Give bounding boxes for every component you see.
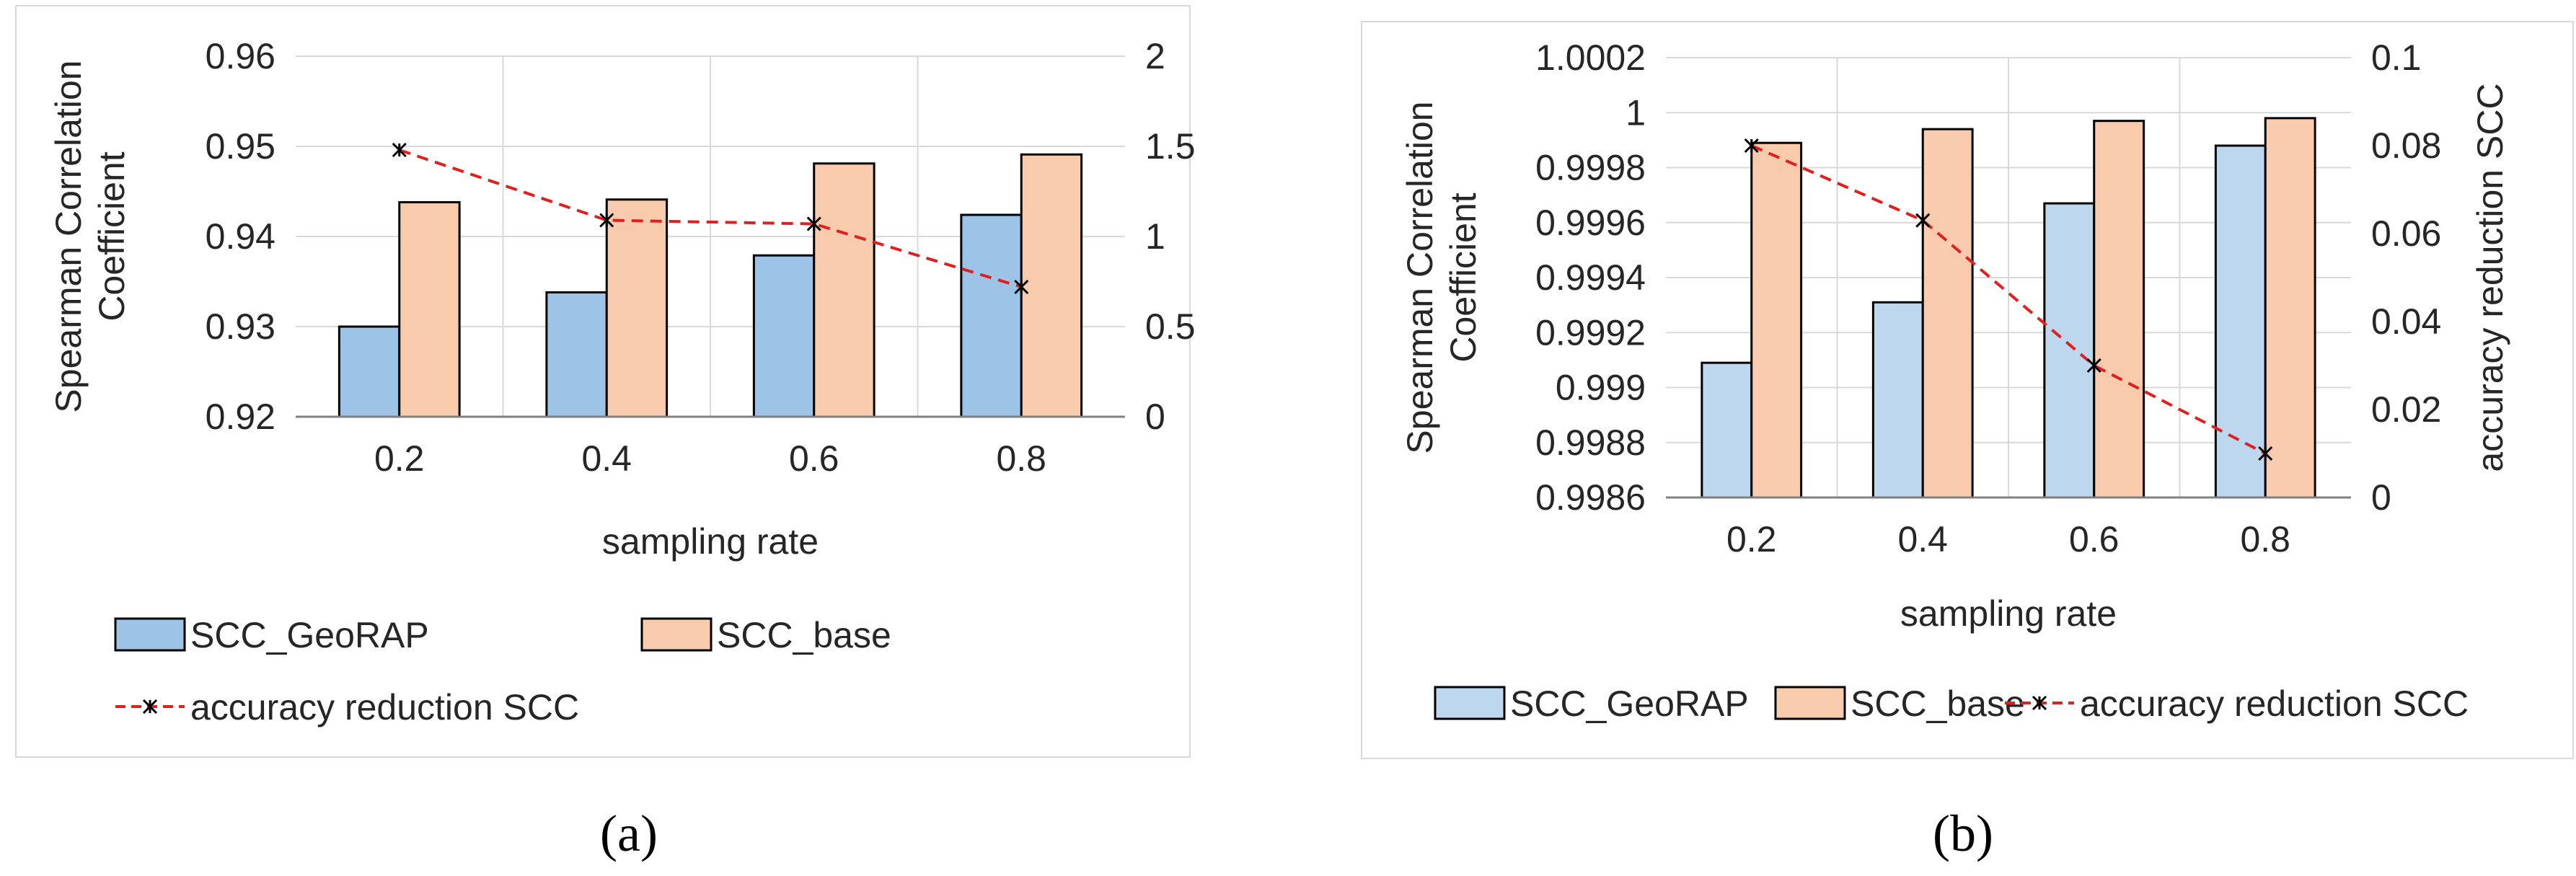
chart-b-y-tick-label: 0.9986 — [1535, 477, 1646, 518]
chart-a: 0.92 0.93 0.94 0.95 0.96 0 0.5 1 1.5 2 0.2 0.4 0.6 0.… — [48, 36, 1196, 727]
chart-a-bar-georap — [545, 291, 608, 418]
chart-a-line-point — [1014, 279, 1029, 295]
chart-b-y-tick-label: 0.9996 — [1535, 203, 1646, 243]
chart-b-bar-georap — [1701, 361, 1753, 499]
chart-a-bar-base — [605, 198, 669, 418]
chart-b-y2-tick-label: 0.06 — [2371, 213, 2441, 254]
chart-b-x-tick-label: 0.4 — [1897, 519, 1948, 559]
svg-text:SCC_base: SCC_base — [1851, 683, 2025, 724]
chart-a-legend-accuracy-reduction: accuracy reduction SCC — [115, 687, 579, 727]
chart-a-y-tick-label: 0.94 — [206, 216, 275, 257]
chart-b-bar-georap — [2043, 202, 2096, 499]
chart-b-y-tick-label: 0.999 — [1556, 368, 1646, 408]
svg-text:accuracy reduction SCC: accuracy reduction SCC — [190, 687, 579, 727]
chart-b-y2-tick-label: 0.08 — [2371, 125, 2441, 166]
chart-b-y-tick-label: 1 — [1626, 92, 1646, 133]
chart-a-y2-tick-label: 0 — [1145, 397, 1165, 437]
chart-b-y-axis-title: Coefficient — [1443, 193, 1483, 362]
chart-b-x-tick-label: 0.2 — [1726, 519, 1777, 559]
chart-b-bar-base — [1750, 141, 1803, 499]
svg-text:accuracy reduction SCC: accuracy reduction SCC — [2080, 683, 2469, 724]
chart-a-y2-tick-label: 2 — [1145, 36, 1165, 76]
chart-a-caption: (a) — [600, 805, 658, 862]
chart-b-line-point — [2258, 446, 2273, 461]
chart-a-x-axis-title: sampling rate — [602, 521, 819, 562]
chart-a-y-tick-label: 0.96 — [206, 36, 275, 76]
chart-b-y-tick-label: 0.9992 — [1535, 312, 1646, 353]
svg-text:SCC_base: SCC_base — [717, 615, 891, 655]
chart-a-x-tick-label: 0.4 — [581, 438, 632, 479]
chart-b-x-axis-title: sampling rate — [1900, 593, 2117, 634]
chart-a-y-axis-title: Spearman Correlation — [48, 60, 89, 412]
chart-a-y-tick-label: 0.93 — [206, 306, 275, 347]
chart-a-y2-tick-label: 0.5 — [1145, 306, 1196, 347]
chart-b-bar-georap — [2214, 144, 2267, 499]
chart-a-bar-base — [398, 201, 461, 418]
chart-a-x-tick-label: 0.6 — [789, 438, 839, 479]
chart-b-x-tick-label: 0.8 — [2240, 519, 2290, 559]
chart-a-bar-base — [1020, 153, 1083, 418]
chart-a-bar-georap — [960, 213, 1023, 418]
chart-b: 0.9986 0.9988 0.999 0.9992 0.9994 0.9996 0.999… — [1400, 37, 2510, 724]
chart-b-y-axis-title: Spearman Correlation — [1400, 101, 1440, 454]
chart-a-bar-georap — [338, 325, 401, 418]
chart-a-y2-tick-label: 1 — [1145, 216, 1165, 257]
chart-a-y-tick-label: 0.92 — [206, 397, 275, 437]
chart-b-x-tick-label: 0.6 — [2069, 519, 2120, 559]
chart-b-line-point — [1915, 213, 1931, 228]
chart-a-bar-base — [813, 162, 875, 418]
chart-b-line-point — [2086, 358, 2101, 373]
svg-text:SCC_GeoRAP: SCC_GeoRAP — [1510, 683, 1749, 724]
chart-b-legend-georap: SCC_GeoRAP — [1434, 683, 1749, 724]
chart-a-line-point — [599, 213, 614, 228]
chart-b-bar-base — [2264, 117, 2316, 499]
chart-b-bar-base — [2093, 120, 2145, 499]
chart-a-y2-tick-label: 1.5 — [1145, 126, 1196, 167]
chart-b-y2-tick-label: 0 — [2371, 477, 2391, 518]
chart-b-y-tick-label: 0.9988 — [1535, 422, 1646, 463]
chart-b-bar-base — [1921, 128, 1974, 499]
chart-b-y2-tick-label: 0.04 — [2371, 301, 2441, 342]
chart-a-x-tick-label: 0.8 — [996, 438, 1046, 479]
chart-a-line-point — [392, 142, 407, 158]
chart-a-y-tick-label: 0.95 — [206, 126, 275, 167]
chart-a-y-axis-title: Coefficient — [92, 151, 132, 321]
chart-b-line-point — [1744, 138, 1759, 154]
chart-b-y2-tick-label: 0.1 — [2371, 37, 2422, 78]
chart-a-x-tick-label: 0.2 — [374, 438, 425, 479]
chart-b-y-tick-label: 1.0002 — [1535, 37, 1646, 78]
svg-text:SCC_GeoRAP: SCC_GeoRAP — [190, 615, 429, 655]
chart-b-y-tick-label: 0.9994 — [1535, 257, 1646, 298]
chart-a-legend-base: SCC_base — [640, 615, 891, 655]
chart-b-legend-accuracy-reduction: accuracy reduction SCC — [2005, 683, 2469, 724]
chart-b-caption: (b) — [1933, 805, 1993, 862]
chart-b-y2-tick-label: 0.02 — [2371, 389, 2441, 430]
chart-a-legend-georap: SCC_GeoRAP — [114, 615, 429, 655]
chart-b-legend-base: SCC_base — [1774, 683, 2025, 724]
chart-a-line-accuracy-reduction — [399, 149, 1022, 288]
chart-b-y2-axis-title: accuracy reduction SCC — [2470, 83, 2510, 472]
chart-b-bar-georap — [1871, 301, 1924, 499]
chart-b-y-tick-label: 0.9998 — [1535, 148, 1646, 188]
chart-b-line-accuracy-reduction — [1750, 144, 2267, 455]
chart-a-line-point — [806, 216, 821, 231]
chart-a-bar-georap — [752, 254, 816, 418]
